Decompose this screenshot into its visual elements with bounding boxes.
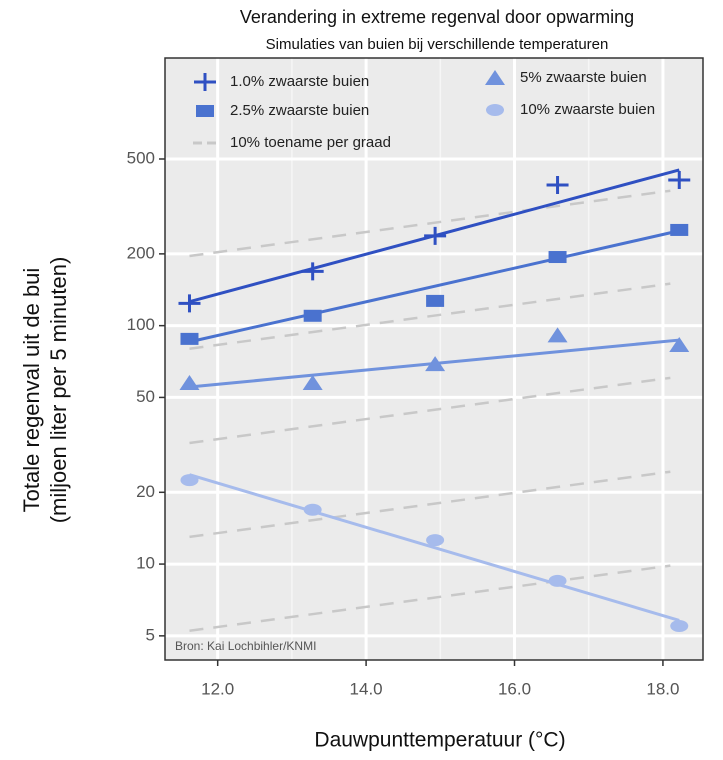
x-tick-label: 18.0: [646, 679, 679, 698]
marker-ellipse: [670, 619, 689, 632]
y-tick-label: 50: [136, 387, 155, 406]
marker-square: [303, 309, 322, 322]
reference-line: [189, 189, 671, 258]
annotation: Bron: Kai Lochbihler/KNMI: [175, 639, 316, 653]
marker-triangle: [425, 356, 446, 372]
reference-line: [189, 376, 671, 445]
legend: 1.0% zwaarste buien 2.5% zwaarste buien 5%…: [193, 69, 655, 151]
chart-subtitle: Simulaties van buien bij verschillende t…: [266, 36, 609, 53]
x-tick-label: 14.0: [350, 679, 383, 698]
marker-ellipse: [303, 503, 322, 516]
marker-square: [196, 105, 214, 117]
reference-line: [189, 564, 671, 633]
legend-label: 10% zwaarste buien: [520, 101, 655, 118]
marker-triangle: [485, 70, 505, 85]
marker-plus: [178, 294, 201, 313]
grid: [165, 58, 703, 660]
marker-square: [426, 294, 445, 307]
marker-ellipse: [426, 534, 445, 547]
y-axis-label: (miljoen liter per 5 minuten): [46, 257, 71, 524]
legend-label: 10% toename per graad: [230, 134, 391, 151]
marker-triangle: [302, 374, 323, 390]
y-tick-label: 500: [127, 148, 155, 167]
y-axis-label: Totale regenval uit de bui: [19, 268, 44, 513]
chart-title: Verandering in extreme regenval door opw…: [240, 7, 634, 27]
y-tick-label: 200: [127, 243, 155, 262]
reference-line: [189, 470, 671, 539]
marker-square: [670, 223, 689, 236]
x-tick-label: 12.0: [201, 679, 234, 698]
reference-line: [189, 282, 671, 350]
y-tick-label: 5: [146, 625, 155, 644]
panel-border: [164, 57, 704, 661]
marker-plus: [194, 73, 216, 91]
marker-square: [180, 332, 199, 345]
y-tick-label: 10: [136, 554, 155, 573]
legend-label: 5% zwaarste buien: [520, 69, 647, 86]
trend-line: [189, 473, 680, 622]
y-tick-label: 100: [127, 315, 155, 334]
x-tick-label: 16.0: [498, 679, 531, 698]
y-tick-label: 20: [136, 482, 155, 501]
marker-triangle: [179, 374, 200, 390]
legend-label: 2.5% zwaarste buien: [230, 102, 369, 119]
marker-triangle: [547, 327, 568, 343]
marker-plus: [301, 262, 324, 281]
marker-ellipse: [180, 474, 199, 487]
marker-ellipse: [486, 104, 504, 116]
marker-triangle: [669, 336, 690, 352]
marker-plus: [424, 226, 447, 245]
trend-line: [189, 229, 680, 344]
marker-ellipse: [548, 574, 567, 587]
marker-plus: [546, 175, 569, 194]
legend-label: 1.0% zwaarste buien: [230, 73, 369, 90]
marker-square: [548, 251, 567, 264]
marker-plus: [668, 171, 691, 190]
x-axis-label: Dauwpunttemperatuur (°C): [314, 729, 565, 752]
marks: [178, 168, 691, 633]
